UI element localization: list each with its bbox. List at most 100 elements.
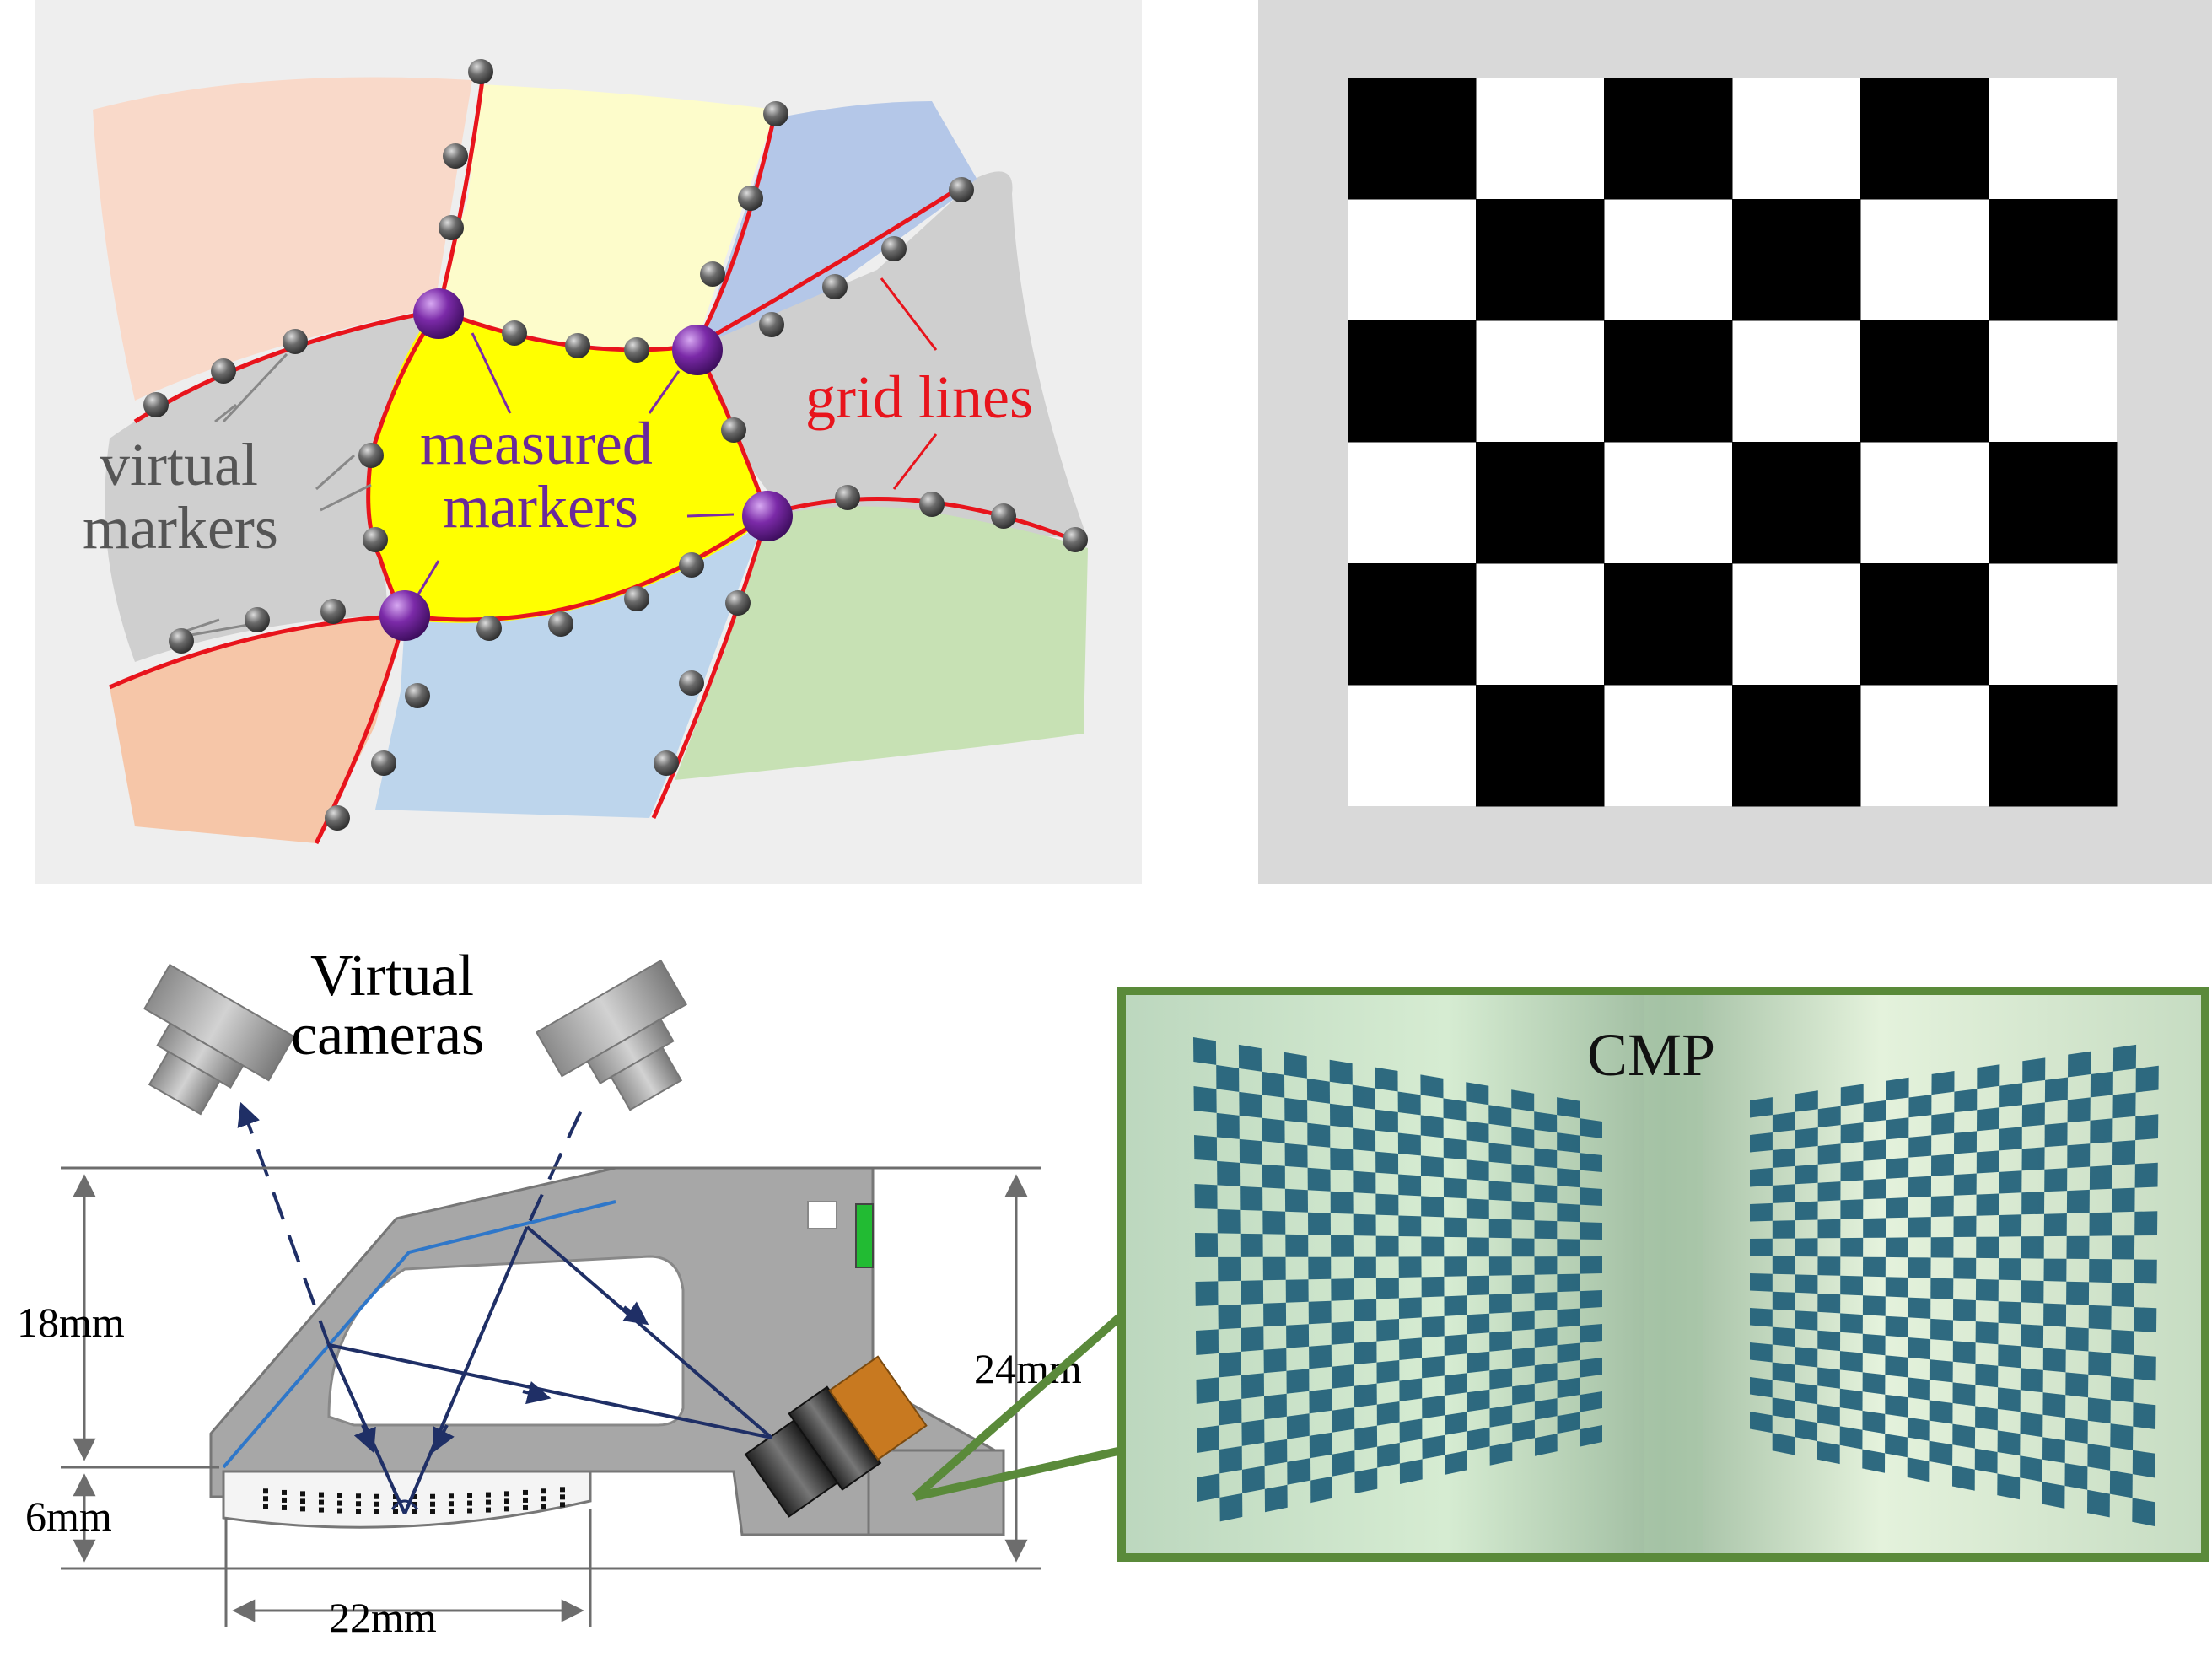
device-window bbox=[327, 1255, 685, 1427]
photo-checker-square bbox=[2068, 1051, 2091, 1078]
photo-checker-square bbox=[1580, 1222, 1602, 1240]
photo-checker-square bbox=[1750, 1132, 1773, 1153]
photo-checker-square bbox=[1580, 1391, 1602, 1412]
photo-checker-square bbox=[1795, 1201, 1818, 1221]
sensor-dot bbox=[523, 1504, 528, 1510]
photo-checker-square bbox=[1817, 1404, 1840, 1427]
sensor-dot bbox=[282, 1504, 287, 1510]
view-angle-arc bbox=[390, 1499, 419, 1510]
photo-checker-square bbox=[1557, 1308, 1580, 1328]
photo-checker-square bbox=[1217, 1160, 1241, 1186]
photo-checker-square bbox=[2112, 1235, 2135, 1260]
photo-checker-square bbox=[1976, 1150, 1999, 1174]
checkerboard-squares bbox=[1348, 78, 2118, 807]
mirror-line bbox=[222, 1200, 616, 1469]
patch-bottom-left bbox=[110, 616, 405, 843]
photo-checker-square bbox=[1354, 1467, 1378, 1494]
photo-checker-square bbox=[1885, 1355, 1908, 1378]
photo-checker-square bbox=[1375, 1193, 1399, 1216]
photo-checker-square bbox=[1420, 1155, 1444, 1178]
sensor-dot bbox=[356, 1509, 361, 1514]
sensor-dot bbox=[300, 1506, 305, 1512]
photo-checker-square bbox=[2066, 1235, 2090, 1259]
photo-checker-square bbox=[1194, 1184, 1218, 1209]
photo-checker-square bbox=[1375, 1235, 1399, 1257]
sensor-marker-dots bbox=[263, 1487, 565, 1514]
photo-checker-square bbox=[1376, 1401, 1400, 1426]
photo-checker-square bbox=[1398, 1174, 1422, 1197]
photo-checker-square bbox=[2021, 1324, 2044, 1348]
photo-checker-square bbox=[1817, 1143, 1841, 1165]
photo-checker-square bbox=[1817, 1441, 1840, 1465]
photo-checker-square bbox=[1580, 1324, 1602, 1343]
photo-checker-square bbox=[1421, 1196, 1445, 1218]
virtual-markers bbox=[143, 59, 1088, 831]
photo-checker-square bbox=[1907, 1417, 1930, 1441]
photo-checker-square bbox=[1817, 1367, 1840, 1389]
photo-checker-square bbox=[1908, 1337, 1931, 1360]
photo-checker-square bbox=[1817, 1219, 1841, 1239]
photo-checker-square bbox=[2134, 1211, 2158, 1236]
photo-checker-square bbox=[1772, 1184, 1795, 1203]
photo-checker-square bbox=[1999, 1127, 2022, 1151]
photo-checker-square bbox=[1285, 1279, 1309, 1303]
photo-checker-square bbox=[1467, 1389, 1490, 1412]
photo-checker-square bbox=[1511, 1201, 1535, 1221]
photo-checker-square bbox=[1376, 1319, 1400, 1342]
photo-checker-square bbox=[1353, 1213, 1376, 1236]
photo-checker-square bbox=[1309, 1344, 1332, 1369]
sensor-dot bbox=[356, 1493, 361, 1499]
photo-checker-square bbox=[1445, 1450, 1467, 1475]
photo-checker-square bbox=[1217, 1208, 1241, 1234]
photo-checker-square bbox=[1795, 1347, 1818, 1368]
photo-checker-square bbox=[1997, 1430, 2021, 1456]
photo-checker-square bbox=[1444, 1217, 1467, 1238]
sensor-dot bbox=[504, 1498, 509, 1504]
photo-checker-square bbox=[1262, 1117, 1285, 1143]
sensor-dot bbox=[523, 1497, 528, 1503]
sensor-dot bbox=[300, 1498, 305, 1504]
measured-marker bbox=[379, 590, 430, 641]
photo-checker-square bbox=[1557, 1273, 1580, 1293]
photo-checker-square bbox=[1308, 1300, 1332, 1325]
photo-checker-square bbox=[1444, 1334, 1467, 1356]
sensor-dot bbox=[319, 1492, 324, 1498]
checker-square bbox=[1989, 199, 2118, 321]
photo-checker-square bbox=[2044, 1077, 2068, 1103]
photo-checker-square bbox=[2044, 1122, 2068, 1148]
photo-checker-square bbox=[1975, 1364, 1999, 1388]
patch-center-yellow bbox=[369, 310, 767, 632]
photo-checker-square bbox=[1795, 1310, 1818, 1331]
virtual-marker bbox=[143, 392, 169, 417]
photo-checker-square bbox=[1772, 1291, 1795, 1311]
corner-edge bbox=[1644, 995, 1703, 1553]
photo-checker-square bbox=[2134, 1162, 2158, 1188]
sensor-dot bbox=[486, 1499, 491, 1505]
virtual-marker bbox=[700, 261, 725, 287]
photo-checker-square bbox=[1929, 1440, 1953, 1466]
photo-checker-square bbox=[1354, 1341, 1377, 1365]
photo-checker-square bbox=[1557, 1132, 1580, 1154]
photo-checker-square bbox=[1420, 1074, 1444, 1099]
sensor-dot bbox=[504, 1491, 509, 1497]
photo-checker-square bbox=[1795, 1090, 1818, 1112]
photo-checker-square bbox=[2067, 1097, 2091, 1123]
patch-top-right bbox=[700, 101, 978, 346]
photo-checker-square bbox=[2089, 1212, 2112, 1236]
photo-checker-square bbox=[2021, 1280, 2044, 1304]
photo-checker-square bbox=[1908, 1217, 1931, 1238]
photo-checker-square bbox=[1330, 1191, 1354, 1214]
photo-checker-square bbox=[1953, 1215, 1977, 1237]
photo-checker-square bbox=[1264, 1439, 1288, 1466]
patch-right-gray bbox=[700, 171, 1088, 541]
photo-checker-square bbox=[2067, 1143, 2091, 1169]
photo-checker-square bbox=[1376, 1360, 1400, 1384]
photo-checker-square bbox=[1219, 1351, 1241, 1378]
photo-checker-square bbox=[1489, 1331, 1512, 1352]
sensor-dot bbox=[319, 1499, 324, 1505]
virtual-marker bbox=[679, 670, 704, 696]
sensor-dot bbox=[374, 1501, 379, 1507]
photo-checker-square bbox=[2112, 1187, 2135, 1213]
photo-checker-square bbox=[2066, 1189, 2090, 1213]
photo-checker-square bbox=[1975, 1278, 1999, 1302]
